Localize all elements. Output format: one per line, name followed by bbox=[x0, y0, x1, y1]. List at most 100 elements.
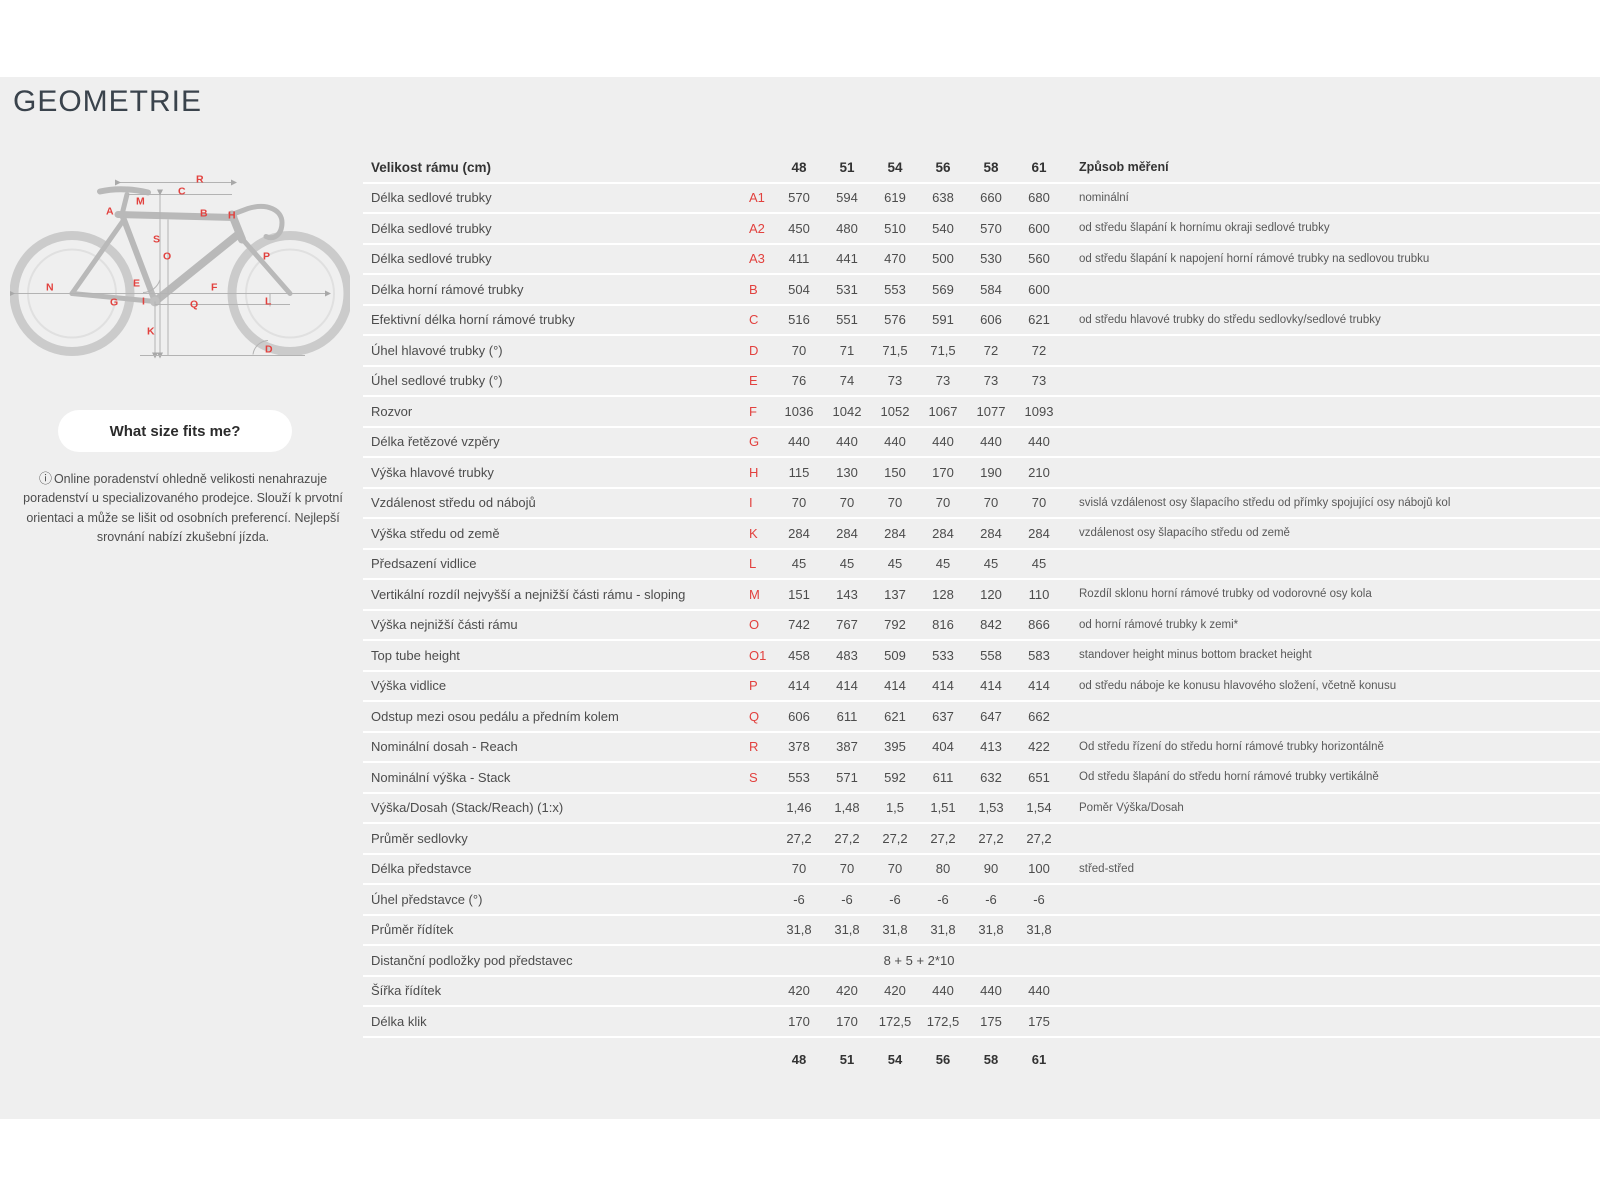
row-label: Výška hlavové trubky bbox=[371, 464, 494, 480]
row-value: 414 bbox=[1028, 678, 1050, 694]
table-row: Předsazení vidlice L 45 45 45 45 45 45 bbox=[363, 550, 1600, 580]
row-value: 31,8 bbox=[930, 922, 956, 938]
row-value: 414 bbox=[788, 678, 810, 694]
row-label: Předsazení vidlice bbox=[371, 556, 477, 572]
row-value: 45 bbox=[791, 556, 807, 572]
row-value: 414 bbox=[980, 678, 1002, 694]
row-value: 404 bbox=[932, 739, 954, 755]
size-header: 48 bbox=[791, 159, 807, 175]
row-value: 1077 bbox=[976, 403, 1006, 419]
row-value: 110 bbox=[1028, 586, 1050, 602]
row-value: 540 bbox=[932, 220, 954, 236]
row-value: 1,5 bbox=[885, 800, 905, 816]
row-description: od středu hlavové trubky do středu sedlo… bbox=[1079, 313, 1381, 326]
row-label: Vzdálenost středu od nábojů bbox=[371, 495, 536, 511]
row-value: -6 bbox=[793, 891, 805, 907]
row-description: nominální bbox=[1079, 191, 1129, 204]
row-value: 31,8 bbox=[1026, 922, 1052, 938]
row-description: Rozdíl sklonu horní rámové trubky od vod… bbox=[1079, 588, 1372, 601]
table-row: Délka sedlové trubky A3 411 441 470 500 530 560… bbox=[363, 245, 1600, 275]
row-value: 31,8 bbox=[882, 922, 908, 938]
row-value: 70 bbox=[791, 861, 807, 877]
geometry-table-body: Délka sedlové trubky A1 570 594 619 638 660 680… bbox=[363, 184, 1600, 1038]
row-label: Distanční podložky pod představec bbox=[371, 952, 573, 968]
row-label: Výška nejnižší části rámu bbox=[371, 617, 518, 633]
row-value: 150 bbox=[884, 464, 906, 480]
row-value: 151 bbox=[788, 586, 810, 602]
row-description: od středu náboje ke konusu hlavového slo… bbox=[1079, 679, 1397, 692]
row-value: 1,53 bbox=[978, 800, 1004, 816]
row-value: 210 bbox=[1028, 464, 1050, 480]
row-value: 583 bbox=[1028, 647, 1050, 663]
size-footer: 51 bbox=[839, 1052, 855, 1067]
row-value: 387 bbox=[836, 739, 858, 755]
row-label: Efektivní délka horní rámové trubky bbox=[371, 312, 575, 328]
row-value: 533 bbox=[932, 647, 954, 663]
row-description: standover height minus bottom bracket he… bbox=[1079, 649, 1312, 662]
row-value: 45 bbox=[983, 556, 999, 572]
row-value: 1052 bbox=[880, 403, 910, 419]
row-value: 170 bbox=[836, 1013, 858, 1029]
row-value: 600 bbox=[1028, 220, 1050, 236]
row-value: 621 bbox=[1028, 312, 1050, 328]
row-value: 73 bbox=[983, 373, 999, 389]
row-label: Výška/Dosah (Stack/Reach) (1:x) bbox=[371, 800, 564, 816]
size-header: 51 bbox=[839, 159, 855, 175]
row-label: Vertikální rozdíl nejvyšší a nejnižší čá… bbox=[371, 586, 686, 602]
row-label: Výška vidlice bbox=[371, 678, 447, 694]
diagram-label-e: E bbox=[133, 278, 140, 290]
table-row: Odstup mezi osou pedálu a předním kolem Q… bbox=[363, 702, 1600, 733]
row-value: 27,2 bbox=[882, 830, 908, 846]
row-description: vzdálenost osy šlapacího středu od země bbox=[1079, 527, 1290, 540]
row-value: 284 bbox=[1028, 525, 1050, 541]
row-value: 45 bbox=[1031, 556, 1047, 572]
row-value: 70 bbox=[791, 342, 807, 358]
row-value: 569 bbox=[932, 281, 954, 297]
row-value: 619 bbox=[884, 190, 906, 206]
row-value: -6 bbox=[1033, 891, 1045, 907]
row-letter: A2 bbox=[749, 220, 765, 236]
row-value: 1036 bbox=[784, 403, 814, 419]
method-header: Způsob měření bbox=[1079, 160, 1169, 175]
row-value: 72 bbox=[983, 342, 999, 358]
row-value: 420 bbox=[788, 983, 810, 999]
row-value: 1,46 bbox=[786, 800, 812, 816]
row-value: 284 bbox=[884, 525, 906, 541]
table-row: Průměr řídítek 31,8 31,8 31,8 31,8 31,8 31,8 bbox=[363, 916, 1600, 946]
row-value: -6 bbox=[889, 891, 901, 907]
row-value: 45 bbox=[839, 556, 855, 572]
table-row: Výška středu od země K 284 284 284 284 284 284 v… bbox=[363, 519, 1600, 550]
row-value: 31,8 bbox=[978, 922, 1004, 938]
row-letter: P bbox=[749, 678, 758, 694]
table-row: Nominální výška - Stack S 553 571 592 611 632 6… bbox=[363, 763, 1600, 794]
row-description: od středu šlapání k hornímu okraji sedlo… bbox=[1079, 222, 1330, 235]
row-value: 175 bbox=[1028, 1013, 1050, 1029]
row-value: 611 bbox=[836, 708, 858, 724]
table-row: Výška nejnižší části rámu O 742 767 792 816 84… bbox=[363, 611, 1600, 641]
diagram-label-s: S bbox=[153, 234, 160, 246]
table-row: Šířka řídítek 420 420 420 440 440 440 bbox=[363, 977, 1600, 1007]
row-value: 284 bbox=[788, 525, 810, 541]
table-row: Výška/Dosah (Stack/Reach) (1:x) 1,46 1,48 1… bbox=[363, 794, 1600, 824]
row-value: 483 bbox=[836, 647, 858, 663]
diagram-label-g: G bbox=[110, 297, 118, 309]
row-value: 816 bbox=[932, 617, 954, 633]
row-value: 638 bbox=[932, 190, 954, 206]
row-value: 767 bbox=[836, 617, 858, 633]
table-row: Průměr sedlovky 27,2 27,2 27,2 27,2 27,2 27,2 bbox=[363, 824, 1600, 855]
diagram-label-n: N bbox=[46, 282, 54, 294]
row-value: 74 bbox=[839, 373, 855, 389]
row-value: 530 bbox=[980, 251, 1002, 267]
row-value: 440 bbox=[932, 434, 954, 450]
table-row: Rozvor F 1036 1042 1052 1067 1077 1093 bbox=[363, 397, 1600, 428]
diagram-labels: RC M A B H SO P E N G F I Q L K D bbox=[46, 174, 273, 356]
row-label: Úhel sedlové trubky (°) bbox=[371, 373, 503, 389]
row-description: od středu šlapání k napojení horní rámov… bbox=[1079, 252, 1430, 265]
row-value: 70 bbox=[935, 495, 951, 511]
size-finder-button[interactable]: What size fits me? bbox=[58, 410, 292, 452]
row-value: 73 bbox=[1031, 373, 1047, 389]
row-value: 411 bbox=[788, 251, 810, 267]
row-value: 1093 bbox=[1024, 403, 1054, 419]
row-value: 71,5 bbox=[930, 342, 956, 358]
row-value: 591 bbox=[932, 312, 954, 328]
